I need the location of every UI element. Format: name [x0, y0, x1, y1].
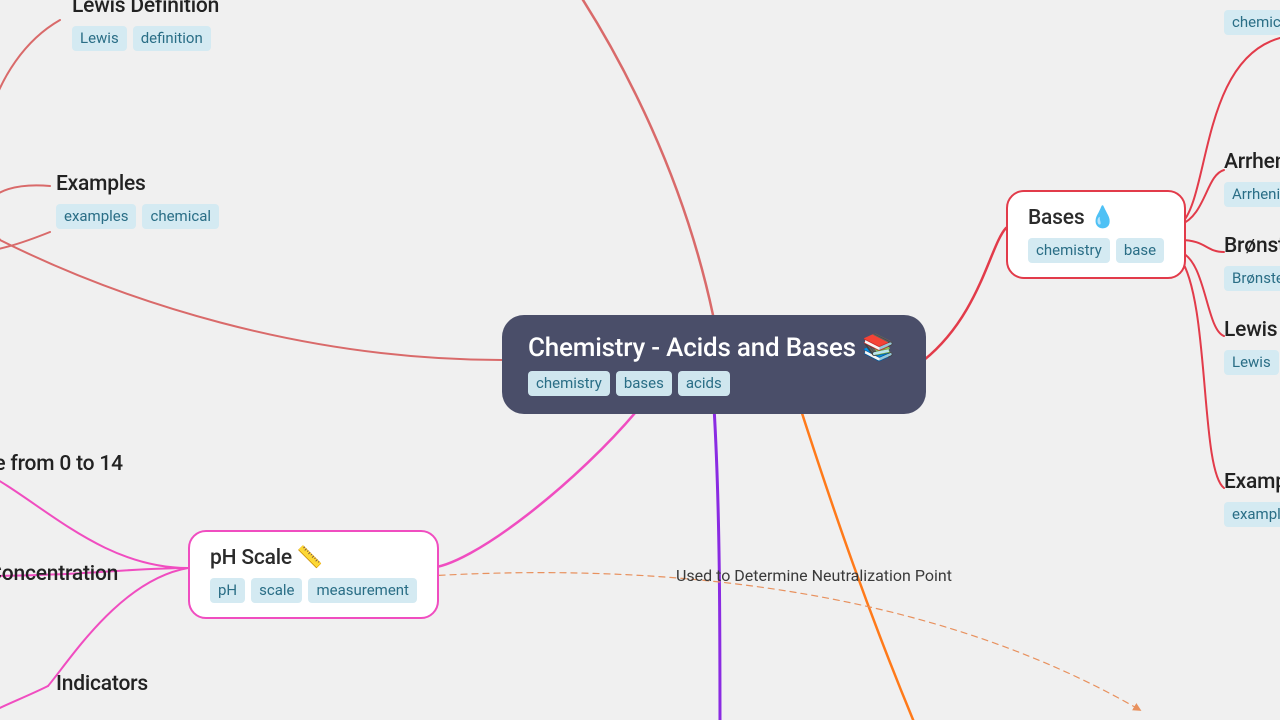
node-title: ange from 0 to 14 — [0, 452, 123, 476]
node-title: pH Scale 📏 — [210, 546, 417, 570]
node-title: Bases 💧 — [1028, 206, 1164, 230]
tag: examples — [56, 204, 136, 229]
node-tags: pH scale measurement — [210, 578, 417, 603]
cross-link-label: Used to Determine Neutralization Point — [676, 566, 952, 585]
node-tags: chemica — [1224, 10, 1280, 35]
tag: chemistry — [1028, 238, 1110, 263]
node-lewis-definition[interactable]: Lewis Definition Lewis definition — [72, 0, 219, 51]
node-lewis-right[interactable]: Lewis D Lewis — [1224, 318, 1280, 375]
node-chemica-topright[interactable]: chemica — [1224, 2, 1280, 35]
node-title: Examples — [56, 172, 219, 196]
tag: Lewis — [1224, 350, 1279, 375]
root-tags: chemistry bases acids — [528, 371, 900, 396]
tag: definition — [133, 26, 211, 51]
tag: example — [1224, 502, 1280, 527]
node-examples-left[interactable]: Examples examples chemical — [56, 172, 219, 229]
node-title: Lewis D — [1224, 318, 1280, 342]
tag: chemica — [1224, 10, 1280, 35]
node-indicators[interactable]: Indicators — [56, 672, 148, 696]
node-bronsted[interactable]: Brønst Brønste — [1224, 234, 1280, 291]
tag: measurement — [308, 578, 416, 603]
node-tags: chemistry base — [1028, 238, 1164, 263]
node-concentration[interactable]: on Concentration — [0, 562, 118, 586]
node-ph-scale[interactable]: pH Scale 📏 pH scale measurement — [188, 530, 439, 619]
tag: Brønste — [1224, 266, 1280, 291]
node-tags: Lewis definition — [72, 26, 219, 51]
node-examples-right[interactable]: Examp example — [1224, 470, 1280, 527]
node-tags: Brønste — [1224, 266, 1280, 291]
node-tags: Arrheniu — [1224, 182, 1280, 207]
node-title: on Concentration — [0, 562, 118, 586]
tag: chemistry — [528, 371, 610, 396]
tag: pH — [210, 578, 245, 603]
node-tags: Lewis — [1224, 350, 1280, 375]
node-title: Examp — [1224, 470, 1280, 494]
tag: Lewis — [72, 26, 127, 51]
mindmap-canvas[interactable]: Chemistry - Acids and Bases 📚 chemistry … — [0, 0, 1280, 720]
node-title: Arrhen — [1224, 150, 1280, 174]
node-title: Lewis Definition — [72, 0, 219, 18]
root-node[interactable]: Chemistry - Acids and Bases 📚 chemistry … — [502, 315, 926, 414]
node-tags: example — [1224, 502, 1280, 527]
node-title: Brønst — [1224, 234, 1280, 258]
node-title: Indicators — [56, 672, 148, 696]
root-title: Chemistry - Acids and Bases 📚 — [528, 333, 900, 363]
tag: Arrheniu — [1224, 182, 1280, 207]
tag: acids — [678, 371, 730, 396]
tag: bases — [616, 371, 672, 396]
tag: chemical — [142, 204, 219, 229]
tag: base — [1116, 238, 1164, 263]
node-tags: examples chemical — [56, 204, 219, 229]
node-bases[interactable]: Bases 💧 chemistry base — [1006, 190, 1186, 279]
node-arrhenius[interactable]: Arrhen Arrheniu — [1224, 150, 1280, 207]
node-range-0-14[interactable]: ange from 0 to 14 — [0, 452, 123, 476]
tag: scale — [251, 578, 302, 603]
